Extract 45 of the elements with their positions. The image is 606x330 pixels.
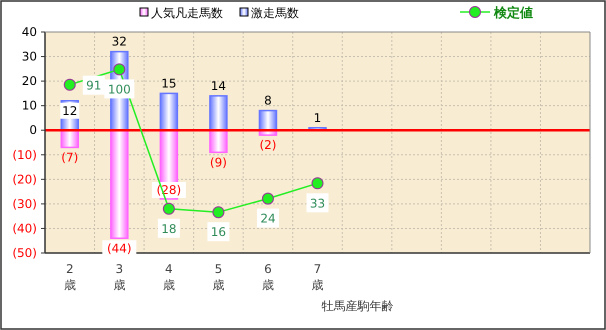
- x-axis-title: 牡馬産駒年齢: [322, 299, 394, 313]
- point: [113, 63, 126, 76]
- point: [212, 206, 224, 218]
- y-tick-label: (30): [12, 196, 37, 211]
- data-label: 15: [161, 76, 177, 90]
- data-label: 14: [210, 78, 226, 93]
- data-label: 91: [86, 78, 102, 93]
- data-label: 32: [112, 34, 127, 49]
- bar: [258, 110, 278, 131]
- data-label: 24: [260, 212, 276, 226]
- data-label: 1: [314, 110, 322, 125]
- x-tick-label: 2歳: [64, 262, 76, 292]
- x-tick-label: 4歳: [162, 262, 175, 292]
- y-tick-label: (40): [12, 221, 37, 236]
- data-label: 8: [264, 94, 272, 108]
- y-tick-label: 0: [29, 123, 37, 138]
- point: [312, 177, 324, 190]
- data-label: 16: [210, 225, 226, 240]
- legend-label: 検定値: [493, 5, 533, 21]
- data-label: 12: [62, 104, 78, 118]
- x-tick-label: 5歳: [212, 262, 224, 292]
- data-label: (9): [210, 155, 227, 170]
- legend-label: 人気凡走馬数: [151, 6, 223, 20]
- x-tick-label: 7歳: [312, 262, 324, 292]
- point: [262, 192, 274, 205]
- y-tick-label: (50): [12, 246, 37, 260]
- data-label: (44): [107, 241, 132, 256]
- x-tick-label: 6歳: [262, 262, 274, 292]
- y-tick-label: 10: [22, 98, 37, 113]
- data-label: 33: [310, 196, 326, 210]
- y-tick-label: 40: [22, 25, 37, 39]
- bar: [209, 95, 228, 131]
- y-tick-label: (20): [12, 172, 37, 186]
- point: [162, 202, 175, 215]
- data-label: (2): [259, 138, 276, 152]
- y-tick-label: 30: [22, 50, 37, 64]
- legend-label: 激走馬数: [251, 6, 299, 20]
- point: [64, 78, 76, 91]
- data-label: 18: [161, 222, 177, 236]
- data-label: (7): [61, 150, 78, 164]
- y-tick-label: 20: [22, 74, 37, 88]
- bar: [160, 92, 178, 131]
- x-tick-label: 3歳: [113, 262, 126, 292]
- y-tick-label: (10): [12, 148, 37, 162]
- data-label: 100: [108, 82, 131, 96]
